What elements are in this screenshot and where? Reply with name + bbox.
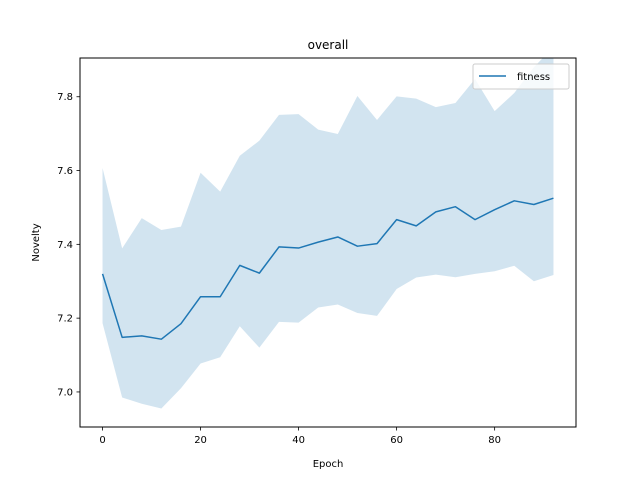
y-tick-label: 7.4 xyxy=(57,240,73,251)
y-tick-label: 7.2 xyxy=(57,314,73,325)
plot-area xyxy=(101,58,554,409)
legend: fitness xyxy=(472,63,570,90)
legend-label-fitness: fitness xyxy=(517,72,550,83)
axes-frame xyxy=(79,57,577,428)
y-axis: 7.0 7.2 7.4 7.6 7.8 xyxy=(57,92,80,398)
x-tick-label: 60 xyxy=(390,435,403,446)
x-axis: 0 20 40 60 80 xyxy=(99,427,501,446)
fitness-band xyxy=(102,58,554,409)
chart-title: overall xyxy=(308,38,349,52)
y-tick-label: 7.6 xyxy=(57,166,73,177)
legend-frame xyxy=(472,63,570,90)
x-tick-label: 20 xyxy=(194,435,207,446)
y-tick-label: 7.0 xyxy=(57,387,73,398)
y-axis-label: Novelty xyxy=(31,223,42,261)
x-axis-label: Epoch xyxy=(313,459,344,470)
x-tick-label: 0 xyxy=(99,435,105,446)
x-tick-label: 40 xyxy=(292,435,305,446)
y-tick-label: 7.8 xyxy=(57,92,73,103)
x-tick-label: 80 xyxy=(488,435,501,446)
fitness-line xyxy=(101,197,554,340)
